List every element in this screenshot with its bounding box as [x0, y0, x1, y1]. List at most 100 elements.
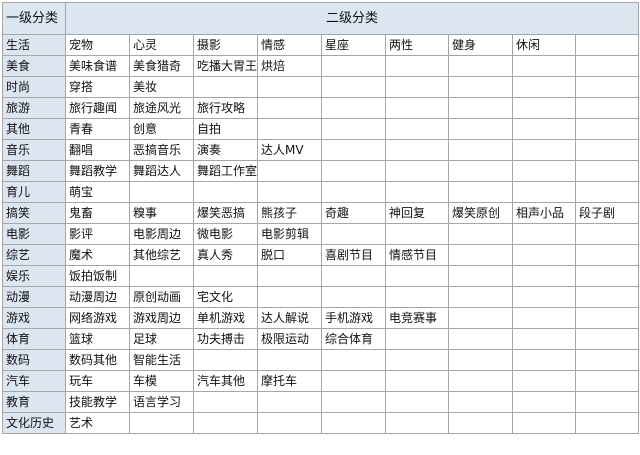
secondary-category-cell — [448, 307, 514, 329]
secondary-category-cell: 情感节目 — [385, 244, 450, 266]
secondary-category-cell — [512, 223, 577, 245]
secondary-category-cell: 达人解说 — [257, 307, 323, 329]
secondary-category-cell — [448, 223, 514, 245]
secondary-category-cell — [512, 181, 577, 203]
secondary-category-cell: 汽车其他 — [192, 370, 259, 392]
secondary-category-cell — [385, 412, 450, 434]
secondary-category-cell — [448, 349, 514, 371]
secondary-category-cell — [512, 76, 577, 98]
secondary-category-cell: 极限运动 — [257, 328, 323, 350]
secondary-category-cell: 智能生活 — [129, 349, 194, 371]
secondary-category-cell: 摩托车 — [257, 370, 323, 392]
table-row: 综艺 魔术 其他综艺 真人秀 脱口 喜剧节目 情感节目 — [2, 244, 640, 266]
secondary-category-cell: 艺术 — [65, 412, 130, 434]
secondary-category-cell — [512, 139, 577, 161]
secondary-category-cell: 真人秀 — [192, 244, 259, 266]
secondary-category-cell: 摄影 — [192, 34, 259, 56]
secondary-category-cell — [321, 160, 387, 182]
table-row: 其他 青春 创意 自拍 — [2, 118, 640, 140]
secondary-category-cell — [257, 286, 323, 308]
secondary-category-cell — [512, 55, 577, 77]
secondary-category-cell — [575, 181, 640, 203]
primary-category-cell: 生活 — [2, 34, 66, 56]
secondary-category-cell: 情感 — [257, 34, 323, 56]
table-row: 汽车 玩车 车模 汽车其他 摩托车 — [2, 370, 640, 392]
secondary-category-cell: 舞蹈达人 — [129, 160, 194, 182]
secondary-category-cell: 吃播大胃王 — [192, 55, 259, 77]
secondary-category-cell — [575, 328, 640, 350]
secondary-category-cell — [385, 328, 450, 350]
secondary-category-cell — [257, 97, 323, 119]
secondary-category-cell — [129, 265, 194, 287]
secondary-category-cell: 自拍 — [192, 118, 259, 140]
table-row: 文化历史 艺术 — [2, 412, 640, 434]
secondary-category-cell — [448, 118, 514, 140]
header-row: 一级分类 二级分类 — [2, 2, 640, 35]
secondary-category-cell — [192, 349, 259, 371]
secondary-category-cell: 电竞赛事 — [385, 307, 450, 329]
table-row: 舞蹈 舞蹈教学 舞蹈达人 舞蹈工作室 — [2, 160, 640, 182]
primary-category-cell: 其他 — [2, 118, 66, 140]
secondary-category-cell: 饭拍饭制 — [65, 265, 130, 287]
secondary-category-cell: 相声小品 — [512, 202, 577, 224]
secondary-category-cell — [448, 391, 514, 413]
secondary-category-cell — [385, 139, 450, 161]
secondary-category-cell — [512, 118, 577, 140]
secondary-category-cell — [321, 391, 387, 413]
secondary-category-cell — [512, 370, 577, 392]
secondary-category-cell: 演奏 — [192, 139, 259, 161]
secondary-category-cell: 魔术 — [65, 244, 130, 266]
primary-category-cell: 搞笑 — [2, 202, 66, 224]
secondary-category-cell: 功夫搏击 — [192, 328, 259, 350]
secondary-category-cell: 影评 — [65, 223, 130, 245]
secondary-category-cell: 游戏周边 — [129, 307, 194, 329]
secondary-category-cell: 电影剪辑 — [257, 223, 323, 245]
secondary-category-cell: 旅行攻略 — [192, 97, 259, 119]
header-primary-category: 一级分类 — [2, 2, 66, 35]
secondary-category-cell — [257, 349, 323, 371]
secondary-category-cell — [575, 286, 640, 308]
secondary-category-cell: 足球 — [129, 328, 194, 350]
secondary-category-cell: 段子剧 — [575, 202, 640, 224]
primary-category-cell: 音乐 — [2, 139, 66, 161]
secondary-category-cell — [192, 391, 259, 413]
secondary-category-cell — [575, 97, 640, 119]
secondary-category-cell: 美食猎奇 — [129, 55, 194, 77]
secondary-category-cell: 翻唱 — [65, 139, 130, 161]
table-row: 生活 宠物 心灵 摄影 情感 星座 两性 健身 休闲 — [2, 34, 640, 56]
secondary-category-cell — [257, 412, 323, 434]
secondary-category-cell: 动漫周边 — [65, 286, 130, 308]
secondary-category-cell: 美味食谱 — [65, 55, 130, 77]
secondary-category-cell — [321, 55, 387, 77]
secondary-category-cell — [385, 286, 450, 308]
primary-category-cell: 汽车 — [2, 370, 66, 392]
secondary-category-cell — [385, 223, 450, 245]
secondary-category-cell — [575, 118, 640, 140]
secondary-category-cell — [448, 412, 514, 434]
secondary-category-cell — [575, 265, 640, 287]
table-row: 旅游 旅行趣闻 旅途风光 旅行攻略 — [2, 97, 640, 119]
secondary-category-cell: 奇趣 — [321, 202, 387, 224]
primary-category-cell: 时尚 — [2, 76, 66, 98]
secondary-category-cell — [448, 160, 514, 182]
secondary-category-cell: 两性 — [385, 34, 450, 56]
secondary-category-cell — [321, 139, 387, 161]
secondary-category-cell — [385, 160, 450, 182]
secondary-category-cell: 数码其他 — [65, 349, 130, 371]
secondary-category-cell — [448, 328, 514, 350]
secondary-category-cell — [321, 286, 387, 308]
secondary-category-cell — [385, 118, 450, 140]
secondary-category-cell: 其他综艺 — [129, 244, 194, 266]
secondary-category-cell — [257, 181, 323, 203]
secondary-category-cell — [575, 307, 640, 329]
secondary-category-cell — [192, 76, 259, 98]
table-row: 教育 技能教学 语言学习 — [2, 391, 640, 413]
secondary-category-cell — [257, 118, 323, 140]
primary-category-cell: 电影 — [2, 223, 66, 245]
secondary-category-cell: 技能教学 — [65, 391, 130, 413]
secondary-category-cell — [575, 34, 640, 56]
secondary-category-cell — [575, 244, 640, 266]
secondary-category-cell: 健身 — [448, 34, 514, 56]
category-table: 一级分类 二级分类 生活 宠物 心灵 摄影 情感 星座 两性 健身 休闲 美食 美味食谱 美食猎奇 吃播… — [2, 2, 640, 434]
table-row: 时尚 穿搭 美妆 — [2, 76, 640, 98]
